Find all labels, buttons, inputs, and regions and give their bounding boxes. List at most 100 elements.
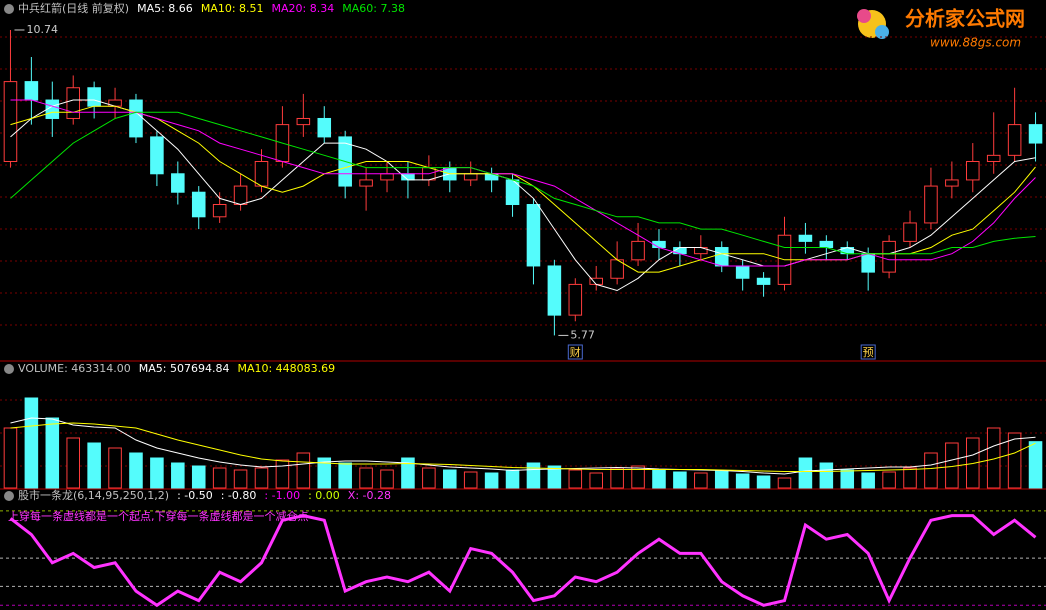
volume-bar xyxy=(233,469,248,489)
candle-body xyxy=(317,117,332,138)
candle-body xyxy=(66,87,80,119)
candle-body xyxy=(129,99,143,138)
candle-body xyxy=(45,99,60,119)
candle-body xyxy=(171,173,185,193)
volume-bar xyxy=(108,447,122,489)
header-label: 中兵红箭(日线 前复权) xyxy=(18,1,129,15)
header-label: MA20: 8.34 xyxy=(272,2,335,15)
volume-bar xyxy=(87,442,101,489)
candle-body xyxy=(945,179,959,187)
volume-bar xyxy=(819,462,834,489)
volume-bar xyxy=(1007,432,1022,489)
candle-body xyxy=(463,173,478,181)
header-label: MA10: 8.51 xyxy=(201,2,264,15)
volume-bar xyxy=(422,467,436,489)
marker: 预 xyxy=(863,346,874,359)
candle-body xyxy=(861,253,875,273)
volume-bar xyxy=(1028,441,1043,489)
volume-bar xyxy=(463,471,478,489)
header-label: : -0.80 xyxy=(221,489,257,502)
volume-bar xyxy=(505,469,520,489)
volume-ma xyxy=(10,422,1036,472)
volume-bar xyxy=(694,472,708,489)
candle-body xyxy=(401,173,415,181)
volume-bar xyxy=(212,467,227,489)
header-label: VOLUME: 463314.00 xyxy=(18,362,131,375)
volume-bar xyxy=(484,472,499,489)
candle-body xyxy=(1028,124,1043,144)
ma-line xyxy=(10,111,1036,255)
header-icon xyxy=(4,364,14,374)
header-icon xyxy=(4,491,14,501)
candle-body xyxy=(24,81,39,101)
volume-bar xyxy=(861,472,875,489)
volume-bar xyxy=(882,471,896,489)
candle-body xyxy=(986,154,1001,162)
candle-body xyxy=(903,222,917,242)
volume-bar xyxy=(631,465,645,489)
volume-bar xyxy=(45,417,60,489)
candle-body xyxy=(547,265,562,316)
header-label: MA60: 7.38 xyxy=(342,2,405,15)
volume-bar xyxy=(903,467,917,489)
header-label: MA10: 448083.69 xyxy=(237,362,335,375)
candle-body xyxy=(359,179,373,187)
candle-body xyxy=(756,277,771,285)
volume-bar xyxy=(714,470,729,489)
volume-bar xyxy=(652,469,666,489)
volume-bar xyxy=(777,477,792,489)
candle-body xyxy=(798,234,813,242)
indicator-line xyxy=(9,514,1037,608)
volume-bar xyxy=(191,465,206,489)
volume-bar xyxy=(840,469,855,489)
annotation: 5.77 xyxy=(570,328,595,341)
volume-bar xyxy=(589,472,603,489)
volume-bar xyxy=(735,473,750,489)
volume-bar xyxy=(317,457,332,489)
logo-petal xyxy=(857,9,871,23)
candle-body xyxy=(526,204,541,267)
logo: 分析家公式网 www.88gs.com xyxy=(857,7,1025,50)
candle-body xyxy=(882,240,896,273)
watermark-url: www.88gs.com xyxy=(930,36,1021,50)
header-label: MA5: 507694.84 xyxy=(139,362,230,375)
volume-bar xyxy=(254,467,269,489)
candle-body xyxy=(966,160,980,181)
volume-bar xyxy=(401,457,415,489)
volume-bar xyxy=(526,462,541,489)
candle-body xyxy=(191,191,206,218)
candle-body xyxy=(212,204,227,218)
ma-line xyxy=(10,99,1036,292)
volume-bar xyxy=(171,462,185,489)
volume-bar xyxy=(296,452,311,489)
watermark-title: 分析家公式网 xyxy=(905,7,1025,31)
candle-body xyxy=(3,81,18,162)
volume-bar xyxy=(443,469,457,489)
candle-body xyxy=(233,185,248,206)
marker-box xyxy=(860,344,876,360)
volume-bar xyxy=(673,471,687,489)
volume-bar xyxy=(798,457,813,489)
volume-bar xyxy=(924,452,938,489)
logo-petal xyxy=(875,25,889,39)
volume-bar xyxy=(986,427,1001,489)
header-label: MA5: 8.66 xyxy=(137,2,193,15)
volume-bar xyxy=(338,462,352,489)
candle-body xyxy=(924,185,938,224)
volume-bar xyxy=(547,465,562,489)
volume-bar xyxy=(129,452,143,489)
candle-body xyxy=(87,87,101,107)
marker-box xyxy=(567,344,583,360)
candle-body xyxy=(714,247,729,267)
volume-bar xyxy=(359,467,373,489)
header-label: : 0.00 xyxy=(308,489,340,502)
header-icon xyxy=(4,4,14,14)
candle-body xyxy=(631,240,645,261)
candle-body xyxy=(735,265,750,279)
candle-body xyxy=(380,173,394,181)
header-label: : -0.50 xyxy=(177,489,213,502)
volume-bar xyxy=(66,437,80,489)
marker: 财 xyxy=(570,345,581,359)
